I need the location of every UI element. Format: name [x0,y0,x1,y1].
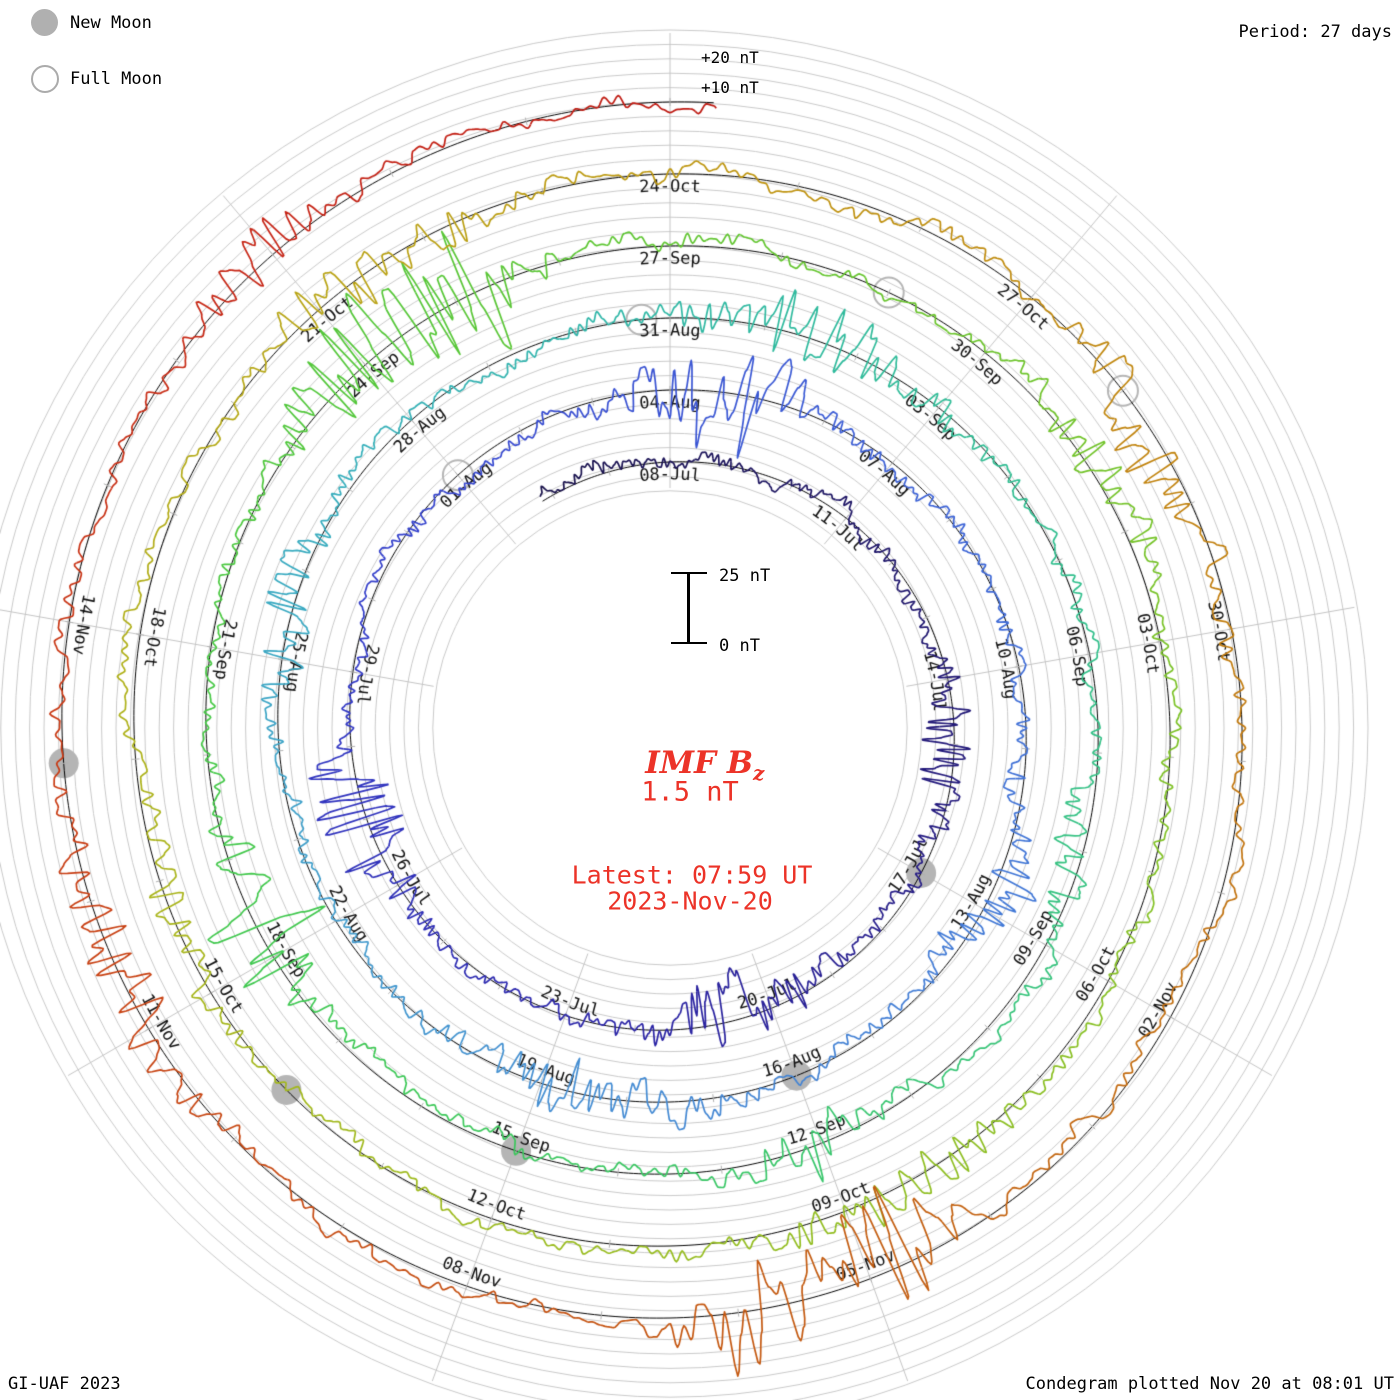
full-moon-legend-label: Full Moon [70,69,163,89]
center-latest-value: 1.5 nT [641,776,739,808]
plus20-nt-label: +20 nT [701,48,759,67]
new-moon-legend-label: New Moon [70,13,152,33]
credit-label: GI-UAF 2023 [8,1374,121,1394]
scalebar-0nt-label: 0 nT [719,636,760,656]
full-moon-icon [31,65,59,93]
scalebar-25nt-label: 25 nT [719,566,771,586]
center-latest-date: 2023-Nov-20 [607,886,773,916]
center-title-sub: z [753,761,765,786]
scalebar-cap-top [671,572,707,574]
new-moon-icon [31,9,58,36]
scalebar-cap-bottom [671,642,707,644]
center-title: IMF Bz [624,709,765,786]
plus10-nt-label: +10 nT [701,78,759,97]
center-title-main: IMF B [645,744,754,781]
scalebar-stem [687,573,690,643]
plotted-timestamp-label: Condegram plotted Nov 20 at 08:01 UT [1025,1374,1394,1394]
center-latest-time: Latest: 07:59 UT [571,860,813,890]
period-label: Period: 27 days [1238,22,1392,42]
